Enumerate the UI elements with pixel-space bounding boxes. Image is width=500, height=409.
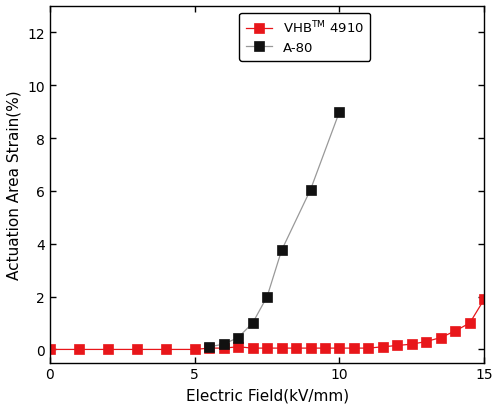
VHB$^{\mathregular{TM}}$ 4910	[47, 347, 53, 352]
VHB$^{\mathregular{TM}}$ 4910	[250, 346, 256, 351]
VHB$^{\mathregular{TM}}$ 4910	[452, 329, 458, 334]
VHB$^{\mathregular{TM}}$ 4910	[366, 346, 372, 351]
VHB$^{\mathregular{TM}}$ 4910	[322, 346, 328, 351]
VHB$^{\mathregular{TM}}$ 4910	[467, 321, 473, 326]
VHB$^{\mathregular{TM}}$ 4910	[105, 347, 111, 352]
VHB$^{\mathregular{TM}}$ 4910	[308, 346, 314, 351]
A-80	[220, 342, 226, 347]
VHB$^{\mathregular{TM}}$ 4910	[380, 344, 386, 349]
A-80	[278, 248, 284, 253]
VHB$^{\mathregular{TM}}$ 4910	[424, 339, 430, 344]
VHB$^{\mathregular{TM}}$ 4910	[264, 346, 270, 351]
VHB$^{\mathregular{TM}}$ 4910	[278, 346, 284, 351]
VHB$^{\mathregular{TM}}$ 4910	[134, 347, 140, 352]
VHB$^{\mathregular{TM}}$ 4910	[438, 335, 444, 340]
Legend: VHB$^{\mathregular{TM}}$ 4910, A-80: VHB$^{\mathregular{TM}}$ 4910, A-80	[239, 13, 370, 62]
X-axis label: Electric Field(kV/mm): Electric Field(kV/mm)	[186, 387, 348, 402]
VHB$^{\mathregular{TM}}$ 4910	[394, 343, 400, 348]
Y-axis label: Actuation Area Strain(%): Actuation Area Strain(%)	[7, 90, 22, 279]
VHB$^{\mathregular{TM}}$ 4910	[293, 346, 299, 351]
Line: VHB$^{\mathregular{TM}}$ 4910: VHB$^{\mathregular{TM}}$ 4910	[46, 295, 489, 354]
VHB$^{\mathregular{TM}}$ 4910	[220, 346, 226, 351]
A-80	[206, 344, 212, 349]
VHB$^{\mathregular{TM}}$ 4910	[192, 347, 198, 352]
VHB$^{\mathregular{TM}}$ 4910	[163, 347, 169, 352]
VHB$^{\mathregular{TM}}$ 4910	[481, 297, 487, 302]
Line: A-80: A-80	[204, 108, 344, 351]
VHB$^{\mathregular{TM}}$ 4910	[336, 346, 342, 351]
A-80	[336, 110, 342, 115]
A-80	[235, 335, 241, 340]
A-80	[264, 294, 270, 299]
A-80	[308, 188, 314, 193]
VHB$^{\mathregular{TM}}$ 4910	[206, 346, 212, 351]
VHB$^{\mathregular{TM}}$ 4910	[409, 342, 415, 347]
A-80	[250, 321, 256, 326]
VHB$^{\mathregular{TM}}$ 4910	[76, 347, 82, 352]
VHB$^{\mathregular{TM}}$ 4910	[351, 346, 357, 351]
VHB$^{\mathregular{TM}}$ 4910	[235, 344, 241, 349]
